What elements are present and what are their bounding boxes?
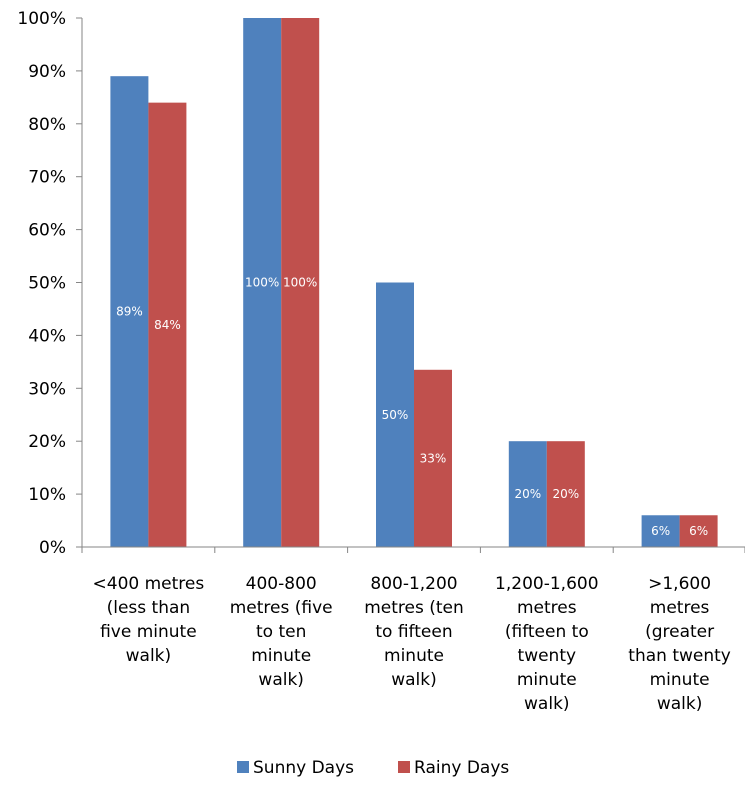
y-tick-label: 80% — [28, 115, 66, 135]
legend-label: Sunny Days — [253, 758, 354, 778]
data-label: 6% — [651, 524, 670, 538]
y-tick-label: 10% — [28, 485, 66, 505]
bar-sunny-days — [641, 515, 680, 547]
data-label: 20% — [514, 487, 541, 501]
legend-swatch — [398, 761, 410, 773]
y-tick-label: 90% — [28, 62, 66, 82]
data-label: 6% — [689, 524, 708, 538]
bar-rainy-days — [546, 441, 585, 547]
x-tick-label: 400-800 metres (five to ten minute walk) — [230, 574, 333, 690]
x-tick-label: <400 metres (less than five minute walk) — [93, 574, 205, 666]
bar-sunny-days — [508, 441, 547, 547]
data-label: 89% — [116, 305, 143, 319]
bar-sunny-days — [376, 282, 414, 547]
data-label: 100% — [283, 276, 317, 290]
x-tick-label: 800-1,200 metres (ten to fifteen minute walk… — [364, 574, 464, 690]
bar-rainy-days — [414, 369, 452, 547]
legend-swatch — [237, 761, 249, 773]
bar-sunny-days — [243, 18, 282, 547]
data-label: 84% — [154, 318, 181, 332]
y-tick-label: 50% — [28, 274, 66, 294]
bar-rainy-days — [281, 18, 320, 547]
y-tick-label: 40% — [28, 326, 66, 346]
bar-sunny-days — [110, 76, 149, 547]
y-tick-label: 30% — [28, 379, 66, 399]
y-tick-label: 70% — [28, 168, 66, 188]
data-label: 20% — [552, 487, 579, 501]
x-tick-label: 1,200-1,600 metres (fifteen to twenty minute… — [495, 574, 598, 714]
bar-rainy-days — [679, 515, 718, 547]
bar-rainy-days — [148, 102, 187, 547]
data-label: 100% — [245, 276, 279, 290]
y-tick-label: 60% — [28, 221, 66, 241]
y-tick-label: 20% — [28, 432, 66, 452]
y-tick-label: 0% — [39, 538, 66, 558]
x-tick-label: >1,600 metres (greater than twenty minute wal… — [628, 574, 731, 714]
data-label: 50% — [382, 408, 409, 422]
data-label: 33% — [420, 451, 447, 465]
y-tick-label: 100% — [17, 9, 66, 29]
legend-label: Rainy Days — [414, 758, 509, 778]
